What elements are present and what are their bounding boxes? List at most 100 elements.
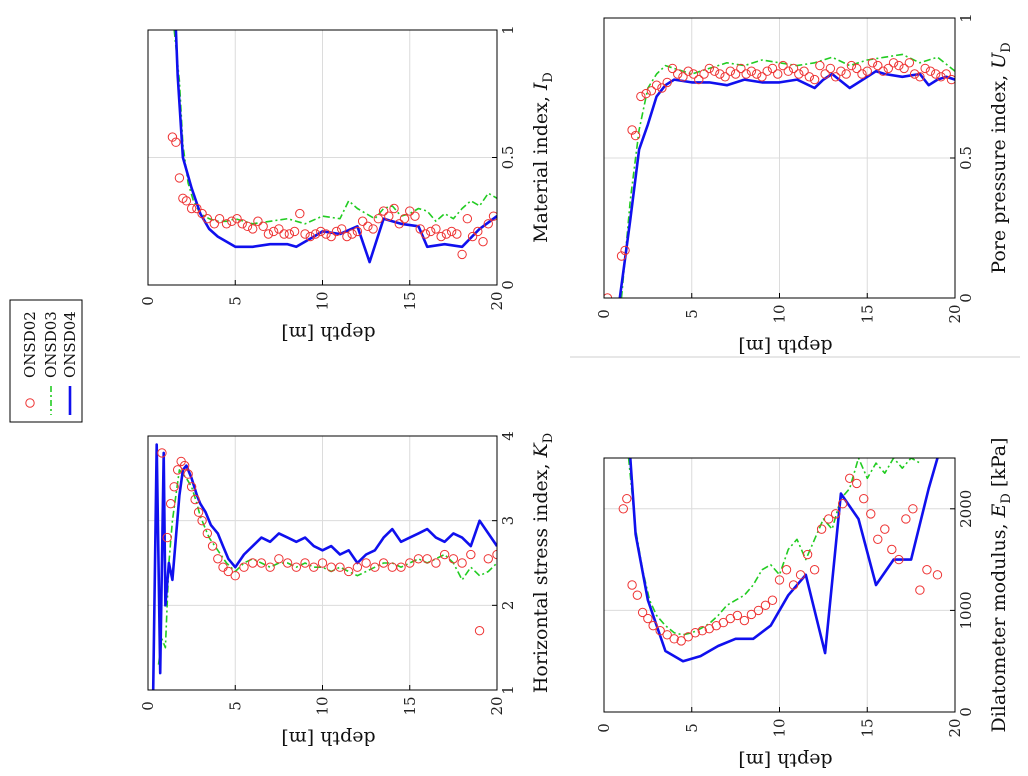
data-point-onsd02: [857, 69, 867, 79]
data-point-onsd02: [335, 562, 345, 572]
data-point-onsd02: [846, 60, 857, 71]
data-point-onsd02: [880, 524, 890, 534]
series-line-onsd04: [174, 30, 497, 264]
data-point-onsd02: [630, 130, 641, 141]
value-axis-label: Material index, ID: [530, 72, 556, 243]
data-point-onsd02: [773, 69, 783, 79]
data-point-onsd02: [841, 69, 851, 79]
data-point-onsd02: [643, 613, 653, 624]
data-point-onsd02: [720, 72, 730, 82]
data-point-onsd02: [415, 224, 425, 234]
data-point-onsd02: [883, 63, 894, 74]
data-point-onsd02: [651, 80, 662, 90]
data-point-onsd02: [274, 224, 284, 234]
data-point-onsd02: [616, 251, 627, 261]
data-point-onsd02: [908, 504, 918, 514]
value-axis-label: Dilatometer modulus, ED [kPa]: [988, 437, 1014, 732]
data-point-onsd02: [223, 566, 233, 577]
data-point-onsd02: [193, 507, 204, 517]
data-point-onsd02: [852, 478, 862, 489]
data-point-onsd02: [300, 229, 310, 239]
data-point-onsd02: [478, 236, 488, 247]
data-point-onsd02: [888, 58, 899, 68]
data-point-onsd02: [186, 482, 197, 492]
data-point-onsd02: [256, 558, 267, 568]
data-point-onsd02: [183, 469, 193, 479]
data-point-onsd02: [213, 554, 223, 564]
data-point-onsd02: [357, 216, 368, 226]
data-point-onsd02: [690, 628, 700, 638]
data-point-onsd02: [622, 493, 632, 504]
depth-tick-label: 20: [488, 291, 506, 310]
data-point-onsd02: [289, 226, 300, 237]
data-point-onsd02: [265, 562, 275, 572]
data-point-onsd02: [352, 226, 363, 237]
data-point-onsd02: [804, 72, 815, 82]
data-point-onsd02: [436, 231, 446, 242]
legend-label: ONSD04: [61, 311, 79, 378]
data-point-onsd02: [683, 632, 693, 642]
plot-area: [167, 30, 497, 264]
data-point-onsd02: [632, 590, 643, 600]
data-point-onsd02: [699, 69, 709, 79]
data-point-onsd02: [762, 66, 772, 76]
data-point-onsd02: [483, 554, 493, 564]
data-point-onsd02: [946, 74, 955, 85]
data-point-onsd02: [165, 499, 176, 509]
data-point-onsd02: [157, 448, 167, 458]
data-point-onsd02: [852, 63, 862, 74]
data-point-onsd02: [641, 88, 651, 99]
data-point-onsd02: [268, 226, 279, 237]
data-point-onsd02: [448, 554, 459, 564]
data-point-onsd02: [901, 514, 911, 524]
data-point-onsd02: [862, 66, 872, 76]
value-axis-label: Horizontal stress index, KD: [530, 433, 556, 693]
value-tick-label: 0.5: [499, 146, 517, 170]
data-point-onsd02: [431, 558, 441, 568]
data-point-onsd02: [457, 558, 467, 568]
depth-tick-label: 15: [401, 291, 419, 310]
data-point-onsd02: [300, 558, 310, 568]
data-point-onsd02: [405, 558, 415, 568]
depth-tick-label: 0: [595, 723, 613, 733]
data-point-onsd02: [242, 221, 253, 232]
data-point-onsd02: [753, 605, 764, 616]
data-point-onsd02: [221, 219, 232, 229]
data-point-onsd02: [751, 69, 762, 79]
data-point-onsd02: [697, 626, 707, 636]
data-point-onsd02: [282, 558, 293, 568]
data-point-onsd02: [488, 211, 497, 221]
data-point-onsd02: [317, 558, 328, 568]
data-point-onsd02: [915, 585, 925, 595]
data-point-onsd02: [197, 515, 207, 526]
data-point-onsd02: [274, 554, 284, 564]
value-tick-label: 1: [499, 25, 517, 35]
data-point-onsd02: [370, 562, 380, 572]
depth-tick-label: 5: [683, 723, 701, 733]
data-point-onsd02: [405, 206, 415, 216]
depth-tick-label: 15: [401, 696, 419, 715]
data-point-onsd02: [739, 615, 750, 626]
data-point-onsd02: [899, 63, 909, 74]
data-point-onsd02: [781, 565, 792, 575]
legend-label: ONSD03: [42, 311, 60, 378]
data-point-onsd02: [715, 69, 725, 79]
data-point-onsd02: [452, 229, 462, 239]
data-point-onsd02: [637, 607, 648, 618]
data-point-onsd02: [291, 562, 302, 572]
data-point-onsd02: [837, 499, 848, 509]
data-point-onsd02: [676, 636, 686, 646]
data-point-onsd02: [363, 221, 373, 232]
data-point-onsd02: [279, 229, 289, 239]
data-point-onsd02: [925, 66, 936, 76]
data-point-onsd02: [342, 231, 352, 242]
data-point-onsd02: [873, 60, 883, 71]
data-point-onsd02: [904, 58, 915, 68]
value-tick-label: 0: [499, 280, 517, 290]
depth-tick-label: 20: [946, 304, 964, 323]
value-tick-label: 2000: [957, 490, 975, 528]
series-line-onsd04: [629, 458, 939, 663]
depth-axis-label: depth [m]: [281, 727, 375, 749]
